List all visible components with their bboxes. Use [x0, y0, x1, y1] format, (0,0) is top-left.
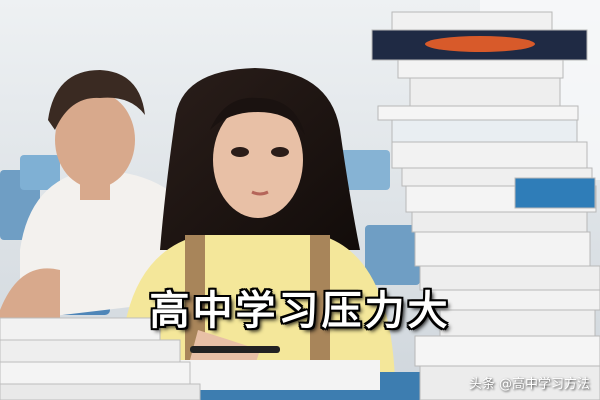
notebook: [180, 360, 380, 390]
pen: [190, 346, 280, 353]
source-watermark: 头条 @高中学习方法: [469, 373, 590, 392]
photo-caption: 高中学习压力大: [0, 278, 600, 336]
